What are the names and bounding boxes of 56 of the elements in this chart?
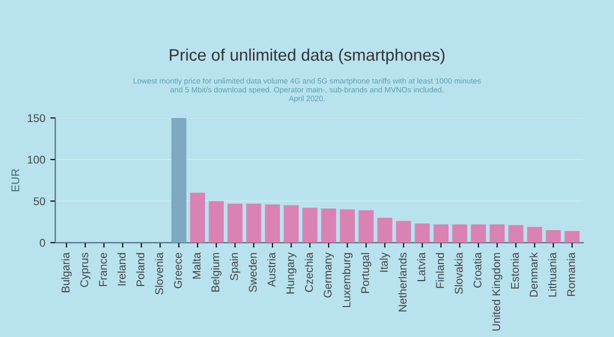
- x-tick-label: Malta: [192, 252, 201, 279]
- bar: [340, 209, 355, 243]
- bar: [264, 204, 280, 243]
- bar: [358, 210, 374, 243]
- bar: [434, 224, 448, 243]
- x-tick-label: Romania: [566, 252, 576, 296]
- x-tick-label: Spain: [230, 253, 240, 280]
- x-tick-label: Bulgaria: [61, 252, 72, 292]
- bar: [527, 226, 542, 243]
- x-tick-label: Czechia: [304, 252, 313, 292]
- bar: [490, 224, 505, 243]
- bar: [546, 230, 561, 243]
- bar: [208, 201, 224, 243]
- x-tick-label: Slovakia: [454, 252, 463, 294]
- x-tick-label: Latvia: [417, 252, 426, 282]
- bar: [190, 192, 206, 243]
- x-tick-label: Portugal: [360, 253, 372, 293]
- x-tick-label: Belgium: [211, 253, 222, 292]
- x-tick-label: Cyprus: [80, 252, 90, 287]
- bar: [508, 225, 524, 243]
- x-tick-label: Poland: [136, 253, 144, 286]
- x-tick-label: Germany: [324, 252, 334, 298]
- x-tick-label: Ireland: [117, 253, 126, 286]
- bar: [414, 224, 430, 243]
- x-tick-label: Hungary: [286, 252, 296, 294]
- bar: [284, 205, 299, 243]
- bar: [452, 224, 468, 243]
- x-tick-label: Denmark: [529, 252, 538, 297]
- y-axis-title: EUR: [11, 169, 20, 192]
- x-tick-label: Italy: [380, 252, 390, 272]
- x-tick-label: Finland: [436, 253, 444, 288]
- x-tick-label: Croatia: [473, 252, 482, 288]
- bar: [302, 208, 318, 243]
- x-tick-label: Greece: [174, 252, 182, 288]
- bar: [564, 231, 580, 243]
- x-tick-label: Netherlands: [398, 252, 407, 312]
- x-tick-label: Slovenia: [154, 252, 164, 294]
- bar: [321, 208, 336, 243]
- chart-title: Price of unlimited data (smartphones): [170, 48, 444, 64]
- y-tick-label: 50: [34, 197, 46, 206]
- x-tick-label: Sweden: [248, 253, 257, 292]
- x-tick-label: United Kingdom: [492, 253, 502, 331]
- bar: [228, 204, 243, 243]
- bar: [470, 224, 486, 243]
- x-tick-label: Austria: [267, 252, 276, 287]
- bar: [396, 221, 412, 243]
- x-tick-label: Luxemburg: [342, 253, 353, 308]
- bar: [246, 204, 262, 243]
- x-tick-label: Lithuania: [548, 252, 556, 297]
- x-tick-label: France: [99, 252, 107, 286]
- y-tick-label: 0: [40, 238, 46, 247]
- bar: [171, 118, 186, 243]
- bar: [377, 218, 392, 243]
- y-tick-label: 100: [28, 156, 46, 164]
- y-tick-label: 150: [28, 114, 46, 122]
- x-tick-label: Estonia: [510, 252, 519, 289]
